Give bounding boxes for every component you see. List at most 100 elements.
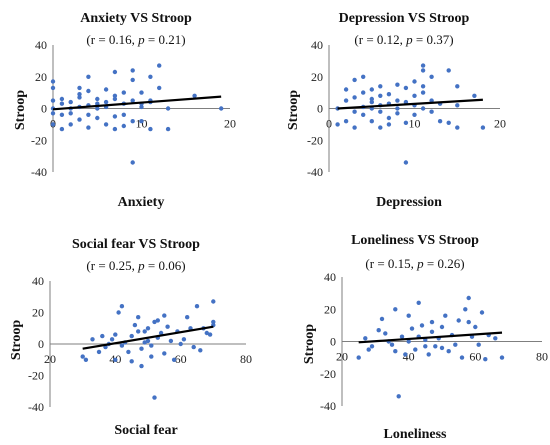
data-point [139, 119, 144, 124]
data-point [148, 126, 153, 132]
data-point [403, 352, 408, 357]
data-point [378, 125, 383, 130]
data-point [369, 87, 374, 92]
y-tick-label: -20 [320, 367, 336, 381]
data-point [343, 87, 349, 92]
data-point [157, 63, 162, 68]
data-point [109, 337, 115, 342]
data-point [343, 119, 349, 124]
data-point [386, 115, 392, 121]
data-point [420, 63, 426, 68]
data-point [192, 93, 197, 99]
y-tick-label: 20 [324, 302, 336, 316]
data-point [393, 349, 398, 354]
data-point [429, 74, 434, 80]
x-tick-label: 80 [240, 352, 252, 366]
data-point [77, 92, 82, 97]
data-point [165, 324, 170, 329]
data-point [130, 68, 135, 73]
y-tick-label: 0 [330, 335, 336, 349]
data-point [352, 109, 357, 114]
data-point [178, 341, 183, 347]
y-tick-label: 40 [35, 38, 47, 52]
data-point [95, 115, 100, 121]
data-point [129, 359, 134, 364]
data-point [145, 326, 151, 331]
data-point [396, 394, 401, 399]
data-point [121, 123, 127, 129]
data-point [429, 329, 435, 334]
data-point [152, 319, 157, 325]
data-point [423, 344, 428, 349]
data-point [493, 336, 498, 341]
data-point [352, 77, 357, 83]
data-point [439, 345, 445, 351]
data-point [59, 101, 65, 106]
data-point [68, 111, 73, 116]
data-point [149, 354, 154, 359]
data-point [181, 337, 187, 342]
data-point [136, 329, 141, 334]
data-point [126, 349, 131, 355]
data-point [393, 307, 398, 312]
data-point [499, 355, 505, 360]
y-axis-title: Stroop [9, 320, 24, 360]
data-point [479, 310, 485, 315]
data-point [86, 88, 91, 94]
data-point [121, 90, 127, 95]
data-point [139, 363, 144, 369]
chart-title: Loneliness VS Stroop [351, 233, 479, 248]
chart-subtitle: (r = 0.16, p = 0.21) [86, 32, 185, 47]
data-point [361, 112, 366, 118]
data-point [403, 160, 409, 165]
data-point [439, 324, 445, 330]
data-point [453, 342, 458, 347]
data-point [403, 120, 409, 126]
data-point [429, 109, 434, 114]
y-tick-label: -40 [307, 165, 323, 179]
data-point [412, 93, 417, 99]
data-point [395, 98, 400, 103]
data-point [103, 122, 109, 127]
x-tick-label: 60 [175, 352, 187, 366]
data-point [480, 125, 486, 130]
data-point [116, 310, 121, 315]
data-point [165, 106, 171, 111]
data-point [112, 126, 118, 132]
data-point [198, 348, 203, 353]
data-point [455, 84, 460, 89]
data-point [59, 112, 65, 118]
data-point [119, 343, 125, 348]
data-point [185, 315, 190, 320]
data-point [86, 125, 91, 130]
data-point [152, 395, 157, 400]
y-tick-label: 20 [35, 70, 47, 84]
y-axis-title: Stroop [286, 90, 301, 130]
y-tick-label: -20 [307, 133, 323, 147]
data-point [158, 330, 164, 336]
chart-subtitle: (r = 0.12, p = 0.37) [354, 32, 453, 47]
data-point [446, 68, 451, 73]
y-axis-title: Stroop [13, 90, 28, 130]
x-tick-label: 20 [44, 352, 56, 366]
data-point [113, 332, 118, 337]
data-point [483, 357, 488, 362]
data-point [95, 96, 100, 102]
y-tick-label: -40 [31, 165, 47, 179]
data-point [77, 117, 82, 122]
data-point [409, 326, 415, 331]
data-point [378, 109, 383, 114]
chart-title: Anxiety VS Stroop [80, 11, 192, 26]
x-tick-label: 80 [536, 350, 548, 364]
data-point [443, 313, 448, 318]
data-point [148, 74, 153, 80]
data-point [157, 85, 162, 91]
data-point [473, 324, 478, 330]
y-tick-label: 40 [311, 38, 323, 52]
data-point [59, 126, 65, 132]
data-point [119, 304, 125, 309]
data-point [386, 122, 392, 127]
data-point [162, 313, 167, 318]
data-point [50, 111, 56, 116]
y-tick-label: -20 [28, 369, 44, 383]
